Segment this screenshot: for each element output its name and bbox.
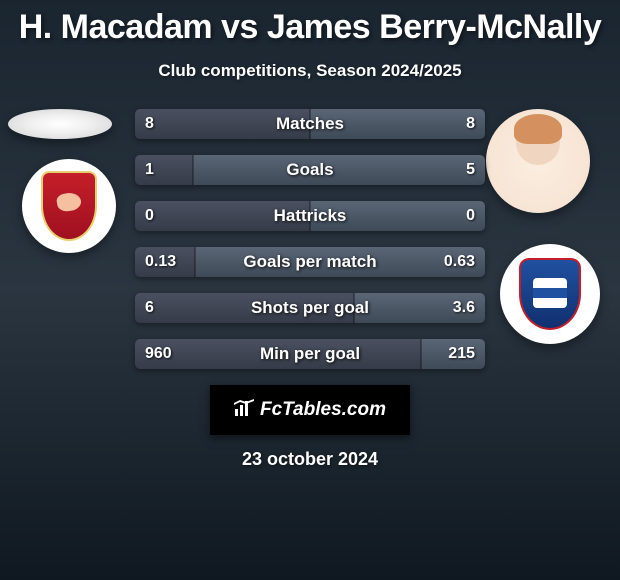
stat-row: 0Hattricks0: [135, 201, 485, 231]
club-left-badge: [22, 159, 116, 253]
club-right-shield-icon: [519, 258, 581, 330]
brand-logo: FcTables.com: [210, 385, 410, 435]
club-left-shield-icon: [41, 171, 97, 241]
chart-icon: [234, 399, 256, 422]
stats-table: 8Matches8 1Goals5 0Hattricks0 0.13Goals per…: [135, 109, 485, 369]
footer-date: 23 october 2024: [0, 449, 620, 470]
stat-row: 0.13Goals per match0.63: [135, 247, 485, 277]
stat-label: Shots per goal: [135, 293, 485, 323]
comparison-content: 8Matches8 1Goals5 0Hattricks0 0.13Goals per…: [0, 109, 620, 369]
brand-text: FcTables.com: [260, 399, 386, 421]
stat-row: 8Matches8: [135, 109, 485, 139]
stat-label: Min per goal: [135, 339, 485, 369]
stat-label: Hattricks: [135, 201, 485, 231]
comparison-subtitle: Club competitions, Season 2024/2025: [0, 61, 620, 81]
player-left-avatar: [8, 109, 112, 139]
comparison-title: H. Macadam vs James Berry-McNally: [0, 0, 620, 47]
stat-row: 1Goals5: [135, 155, 485, 185]
player-right-avatar: [486, 109, 590, 213]
stat-label: Goals: [135, 155, 485, 185]
stat-row: 6Shots per goal3.6: [135, 293, 485, 323]
stat-row: 960Min per goal215: [135, 339, 485, 369]
stat-label: Matches: [135, 109, 485, 139]
stat-label: Goals per match: [135, 247, 485, 277]
club-right-badge: [500, 244, 600, 344]
